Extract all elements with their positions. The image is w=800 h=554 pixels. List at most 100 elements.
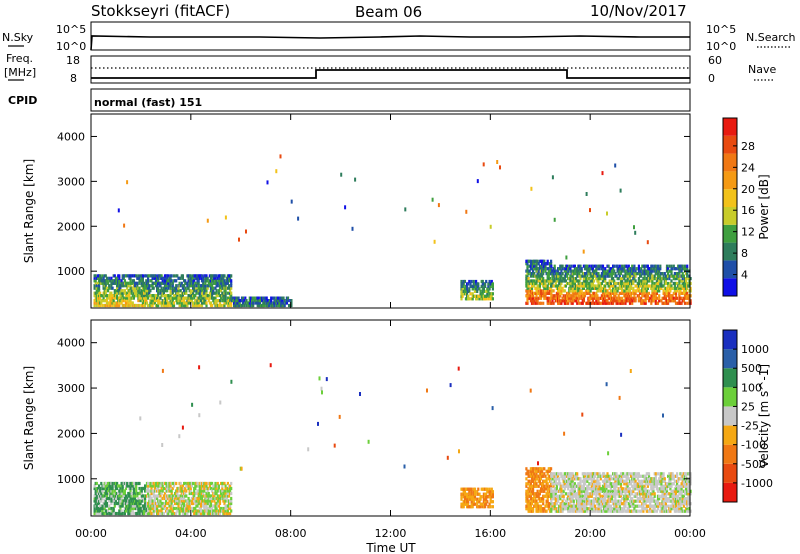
scatter-cell [198,484,201,488]
scatter-cell [553,472,556,476]
scatter-cell [279,154,282,159]
scatter-cell [193,494,196,498]
scatter-cell [150,491,153,496]
scatter-cell [649,277,652,281]
scatter-cell [677,301,680,305]
scatter-cell [541,487,544,491]
scatter-cell [552,272,555,276]
scatter-cell [533,272,536,276]
scatter-cell [542,277,545,281]
scatter-cell [637,284,640,288]
scatter-cell [681,272,684,276]
scatter-cell [550,284,553,288]
scatter-cell [158,491,161,496]
scatter-cell [546,262,549,266]
scatter-cell [206,296,209,300]
scatter-cell [585,277,588,281]
scatter-cell [597,479,600,483]
scatter-cell [576,274,579,278]
velocity-scatter-layer [93,363,692,516]
scatter-cell [594,504,597,508]
scatter-cell [588,264,591,268]
scatter-cell [282,303,285,308]
scatter-cell [533,477,536,481]
scatter-cell [608,294,611,298]
scatter-cell [110,489,113,493]
scatter-cell [658,267,661,271]
scatter-cell [627,477,630,481]
scatter-cell [163,491,167,496]
scatter-cell [567,507,570,511]
scatter-cell [598,489,601,493]
scatter-cell [218,501,222,506]
scatter-cell [547,279,550,283]
scatter-cell [644,286,647,290]
scatter-cell [625,284,628,288]
scatter-cell [646,294,649,298]
scatter-cell [462,487,465,491]
scatter-cell [157,499,160,503]
scatter-cell [200,279,204,283]
scatter-cell [140,499,143,503]
scatter-cell [237,296,240,300]
scatter-cell [555,279,558,283]
scatter-cell [229,276,232,280]
scatter-cell [95,506,98,511]
scatter-cell [552,484,555,488]
scatter-cell [571,492,574,496]
scatter-cell [590,284,593,288]
scatter-cell [185,504,188,508]
scatter-cell [161,504,164,508]
scatter-cell [552,492,555,496]
scatter-cell [119,294,122,298]
scatter-cell [171,281,174,285]
scatter-cell [145,294,149,298]
scatter-cell [546,284,549,288]
scatter-cell [558,299,561,303]
scatter-cell [126,286,129,290]
scatter-cell [212,496,215,501]
scatter-cell [541,274,544,278]
scatter-cell [543,494,546,498]
scatter-cell [186,504,189,508]
scatter-cell [94,491,97,496]
scatter-cell [251,299,254,303]
scatter-cell [637,289,640,293]
scatter-cell [543,267,546,271]
scatter-cell [93,511,96,516]
scatter-cell [157,294,160,298]
scatter-cell [617,489,620,493]
scatter-cell [192,481,195,486]
scatter-cell [129,299,132,303]
cpid-label: CPID [8,94,37,107]
scatter-cell [136,284,139,288]
scatter-cell [203,284,206,288]
scatter-cell [558,296,561,300]
scatter-cell [472,492,475,496]
scatter-cell [609,474,612,478]
scatter-cell [157,511,160,516]
scatter-cell [682,299,685,303]
scatter-cell [527,279,530,283]
scatter-cell [590,477,593,481]
scatter-cell [468,490,471,494]
scatter-cell [658,286,661,290]
scatter-cell [686,286,689,290]
scatter-cell [669,299,672,303]
scatter-cell [124,509,128,513]
scatter-cell [594,489,597,493]
scatter-cell [622,274,625,278]
scatter-cell [580,274,583,278]
scatter-cell [198,481,201,486]
scatter-cell [532,294,535,298]
scatter-cell [585,477,588,481]
scatter-cell [652,284,655,288]
scatter-cell [142,511,146,516]
scatter-cell [644,296,647,300]
scatter-cell [204,281,207,285]
scatter-cell [145,506,148,511]
scatter-cell [613,482,616,486]
scatter-cell [132,279,135,283]
scatter-cell [633,507,636,511]
scatter-cell [153,504,156,508]
